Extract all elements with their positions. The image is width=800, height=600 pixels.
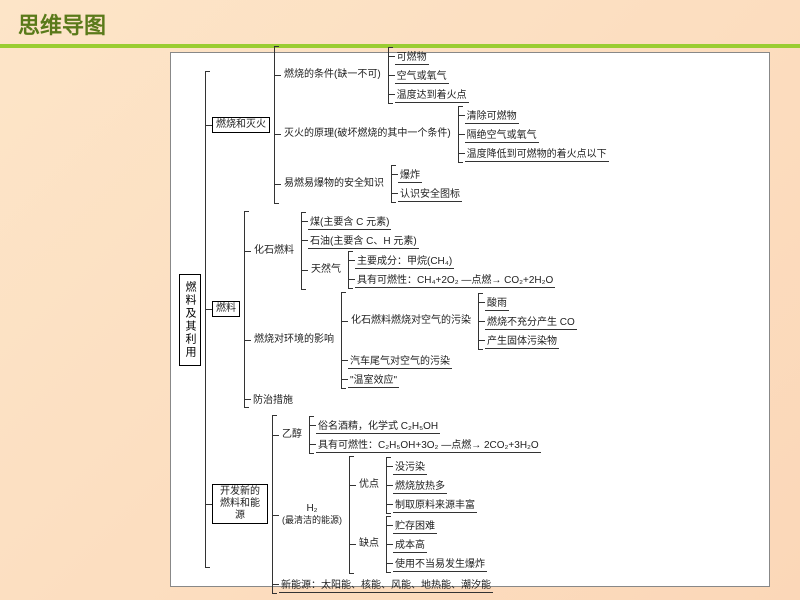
node-label: 易燃易爆物的安全知识 (281, 178, 387, 190)
leaf: 认识安全图标 (398, 185, 462, 202)
leaf: 新能源：太阳能、核能、风能、地热能、潮汐能 (279, 576, 493, 593)
branch-label: 燃料 (212, 301, 240, 317)
leaf: 制取原料来源丰富 (393, 496, 477, 513)
leaf: 煤(主要含 C 元素) (308, 213, 391, 230)
node-label: 优点 (356, 479, 382, 491)
node-sublabel: (最清洁的能源) (279, 515, 345, 526)
leaf: 主要成分：甲烷(CH₄) (355, 252, 454, 269)
node-label: 化石燃料燃烧对空气的污染 (348, 315, 474, 327)
leaf: 俗名酒精，化学式 C₂H₅OH (316, 417, 440, 434)
leaf: 成本高 (393, 536, 427, 553)
page-title: 思维导图 (18, 13, 106, 38)
leaf: "温室效应" (348, 371, 399, 388)
leaf: 温度达到着火点 (395, 86, 469, 103)
leaf: 具有可燃性：C₂H₅OH+3O₂ —点燃→ 2CO₂+3H₂O (316, 436, 541, 453)
branch-fuel: 燃料 化石燃料 煤(主要含 C 元素) 石油(主要含 C、H 元素) 天然气 主… (206, 211, 609, 408)
leaf: 燃烧放热多 (393, 477, 447, 494)
node-label: 化石燃料 (251, 245, 297, 257)
node-label: 燃烧对环境的影响 (251, 334, 337, 346)
node-label: 燃烧的条件(缺一不可) (281, 69, 384, 81)
leaf: 防治措施 (251, 391, 295, 407)
branch-label: 燃烧和灭火 (212, 117, 270, 133)
leaf: 石油(主要含 C、H 元素) (308, 232, 419, 249)
node-label: 灭火的原理(破坏燃烧的其中一个条件) (281, 128, 454, 140)
root-node: 燃料及其利用 (179, 274, 201, 366)
leaf: 燃烧不充分产生 CO (485, 313, 577, 330)
branch-label: 开发新的燃料和能源 (212, 484, 268, 524)
leaf: 可燃物 (395, 48, 429, 65)
leaf: 清除可燃物 (465, 107, 519, 124)
node-label: 缺点 (356, 538, 382, 550)
leaf: 爆炸 (398, 166, 422, 183)
leaf: 空气或氧气 (395, 67, 449, 84)
node-label: 天然气 (308, 264, 344, 276)
header-bar: 思维导图 (0, 0, 800, 48)
leaf: 没污染 (393, 458, 427, 475)
node-label: 乙醇 (279, 429, 305, 441)
leaf: 产生固体污染物 (485, 332, 559, 349)
branch-new-energy: 开发新的燃料和能源 乙醇 俗名酒精，化学式 C₂H₅OH 具有可燃性：C₂H₅O… (206, 415, 609, 594)
leaf: 使用不当易发生爆炸 (393, 555, 487, 572)
leaf: 具有可燃性：CH₄+2O₂ —点燃→ CO₂+2H₂O (355, 271, 555, 288)
branch-combustion: 燃烧和灭火 燃烧的条件(缺一不可) 可燃物 空气或氧气 温度达到着火点 灭火的原… (206, 46, 609, 204)
leaf: 汽车尾气对空气的污染 (348, 352, 452, 369)
mindmap-panel: 燃料及其利用 燃烧和灭火 燃烧的条件(缺一不可) 可燃物 空气或氧气 温度达到着… (170, 52, 770, 587)
leaf: 贮存困难 (393, 517, 437, 534)
node-label: H₂ (303, 503, 320, 515)
leaf: 隔绝空气或氧气 (465, 126, 539, 143)
leaf: 酸雨 (485, 294, 509, 311)
leaf: 温度降低到可燃物的着火点以下 (465, 145, 609, 162)
